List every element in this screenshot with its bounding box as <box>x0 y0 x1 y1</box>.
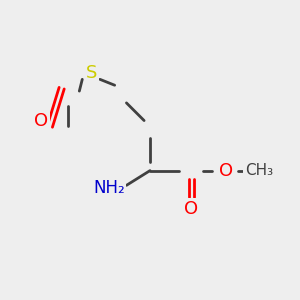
Text: NH₂: NH₂ <box>93 179 125 197</box>
Text: CH₃: CH₃ <box>245 163 273 178</box>
Text: O: O <box>184 200 198 218</box>
Text: O: O <box>220 162 234 180</box>
Text: O: O <box>34 112 48 130</box>
Text: S: S <box>85 64 97 82</box>
